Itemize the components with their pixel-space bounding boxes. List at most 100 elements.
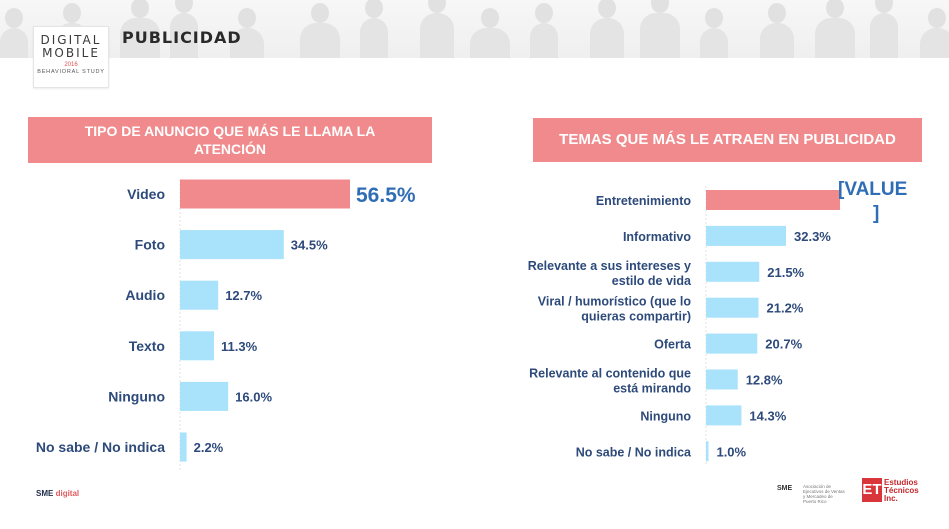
crowd-figure — [470, 28, 510, 58]
et-logo-line-1: Estudios — [884, 478, 918, 487]
category-label-right-4: Oferta — [654, 338, 692, 352]
value-label-left-0: 56.5% — [356, 184, 416, 207]
category-label-left-4: Ninguno — [108, 388, 165, 404]
category-label-line: Relevante a sus intereses y — [528, 259, 691, 273]
crowd-figure — [530, 23, 558, 58]
et-logo-line-3: Inc. — [884, 494, 898, 503]
crowd-figure — [640, 13, 680, 58]
bar-right-2 — [706, 261, 760, 282]
value-label-right-3: 21.2% — [767, 301, 804, 316]
value-label-right-5: 12.8% — [746, 373, 783, 388]
category-label-line: estilo de vida — [612, 274, 692, 288]
category-label-line: Viral / humorístico (que lo — [538, 295, 692, 309]
asme-logo-mark: SME — [777, 485, 793, 492]
asme-logo-text: Asociación de Ejecutivos de Ventas y Mer… — [803, 484, 845, 504]
category-label-left-0: Video — [127, 186, 165, 202]
value-label-left-4: 16.0% — [235, 389, 272, 404]
crowd-figure — [120, 18, 160, 58]
page-title: PUBLICIDAD — [122, 28, 242, 47]
value-label-left-5: 2.2% — [194, 440, 224, 455]
category-label-left-2: Audio — [125, 287, 165, 303]
bar-left-0 — [180, 179, 350, 209]
sme-logo-brand: digital — [55, 489, 80, 498]
crowd-figure-head — [928, 8, 946, 28]
crowd-figure-head — [826, 0, 844, 18]
crowd-figure — [760, 23, 794, 58]
category-label-right-1: Informativo — [623, 230, 691, 244]
bar-right-4 — [706, 333, 758, 354]
crowd-figure-head — [131, 0, 149, 18]
sme-logo-prefix: SME — [36, 489, 54, 498]
category-label-right-5: Relevante al contenido que está mirando — [529, 367, 691, 396]
bar-right-3 — [706, 297, 759, 318]
crowd-figure-head — [365, 0, 383, 18]
crowd-figure — [170, 13, 198, 58]
bar-right-0 — [706, 190, 840, 210]
crowd-figure-head — [5, 8, 23, 28]
crowd-figure-head — [428, 0, 446, 13]
et-logo-text: Estudios Técnicos Inc. — [884, 479, 919, 503]
category-label-left-1: Foto — [135, 237, 165, 253]
bar-right-5 — [706, 369, 738, 390]
value-label-right-7: 1.0% — [716, 444, 746, 459]
category-label-right-6: Ninguno — [640, 409, 691, 423]
value-label-right-6: 14.3% — [749, 408, 786, 423]
bar-left-1 — [180, 230, 284, 260]
category-label-line: No sabe / No indica — [576, 445, 692, 459]
crowd-figure — [700, 28, 728, 58]
bar-right-6 — [706, 405, 742, 426]
crowd-figure — [230, 28, 264, 58]
crowd-figure-head — [651, 0, 669, 13]
category-label-line: está mirando — [613, 382, 691, 396]
et-logo-mark: ET — [862, 478, 882, 502]
crowd-figure-head — [175, 0, 193, 13]
category-label-right-3: Viral / humorístico (que lo quieras compa… — [538, 295, 692, 324]
chart-title-right: TEMAS QUE MÁS LE ATRAEN EN PUBLICIDAD — [533, 118, 922, 162]
category-label-right-7: No sabe / No indica — [576, 445, 692, 459]
crowd-figure — [590, 18, 624, 58]
crowd-figure — [0, 28, 28, 58]
category-label-left-3: Texto — [129, 338, 165, 354]
bar-left-4 — [180, 381, 229, 411]
crowd-figure — [815, 18, 855, 58]
category-label-line: Entretenimiento — [596, 194, 692, 208]
logo-subtitle: BEHAVIORAL STUDY — [37, 69, 105, 75]
value-label-left-1: 34.5% — [291, 238, 328, 253]
value-label-right-0: [VALUE] — [838, 179, 907, 224]
category-label-right-2: Relevante a sus intereses y estilo de vid… — [528, 259, 692, 288]
crowd-figure-head — [311, 3, 329, 23]
category-label-line: Relevante al contenido que — [529, 367, 691, 381]
value-label-right-4: 20.7% — [765, 337, 802, 352]
et-logo-line-2: Técnicos — [884, 486, 919, 495]
category-label-left-5: No sabe / No indica — [36, 439, 165, 455]
crowd-figure-head — [705, 8, 723, 28]
value-label-line: ] — [873, 203, 879, 224]
logo-line-1: DIGITAL — [40, 33, 102, 47]
crowd-figure-head — [238, 8, 256, 28]
logo-line-2: MOBILE — [42, 46, 100, 60]
crowd-figure — [920, 28, 949, 58]
bar-left-3 — [180, 331, 214, 361]
crowd-figure-head — [481, 8, 499, 28]
value-label-left-2: 12.7% — [225, 288, 262, 303]
crowd-figure — [420, 13, 454, 58]
crowd-figure-head — [598, 0, 616, 18]
chart-title-left: TIPO DE ANUNCIO QUE MÁS LE LLAMA LA ATEN… — [28, 117, 432, 163]
logo-year: 2016 — [64, 62, 78, 68]
category-label-right-0: Entretenimiento — [596, 194, 692, 208]
category-label-line: Ninguno — [640, 409, 691, 423]
digital-mobile-logo: DIGITAL MOBILE 2016 BEHAVIORAL STUDY — [33, 26, 109, 88]
category-label-line: Oferta — [654, 338, 692, 352]
bar-left-5 — [180, 432, 187, 462]
category-label-line: quieras compartir) — [581, 310, 691, 324]
crowd-figure — [300, 23, 340, 58]
estudios-tecnicos-logo: ET Estudios Técnicos Inc. — [862, 478, 924, 508]
value-label-right-1: 32.3% — [794, 229, 831, 244]
crowd-figure-head — [768, 3, 786, 23]
crowd-figure-head — [875, 0, 893, 13]
crowd-figure-head — [535, 3, 553, 23]
bar-right-7 — [706, 441, 709, 462]
value-label-line: [VALUE — [838, 179, 907, 200]
asme-logo: SME Asociación de Ejecutivos de Ventas y… — [777, 482, 847, 504]
